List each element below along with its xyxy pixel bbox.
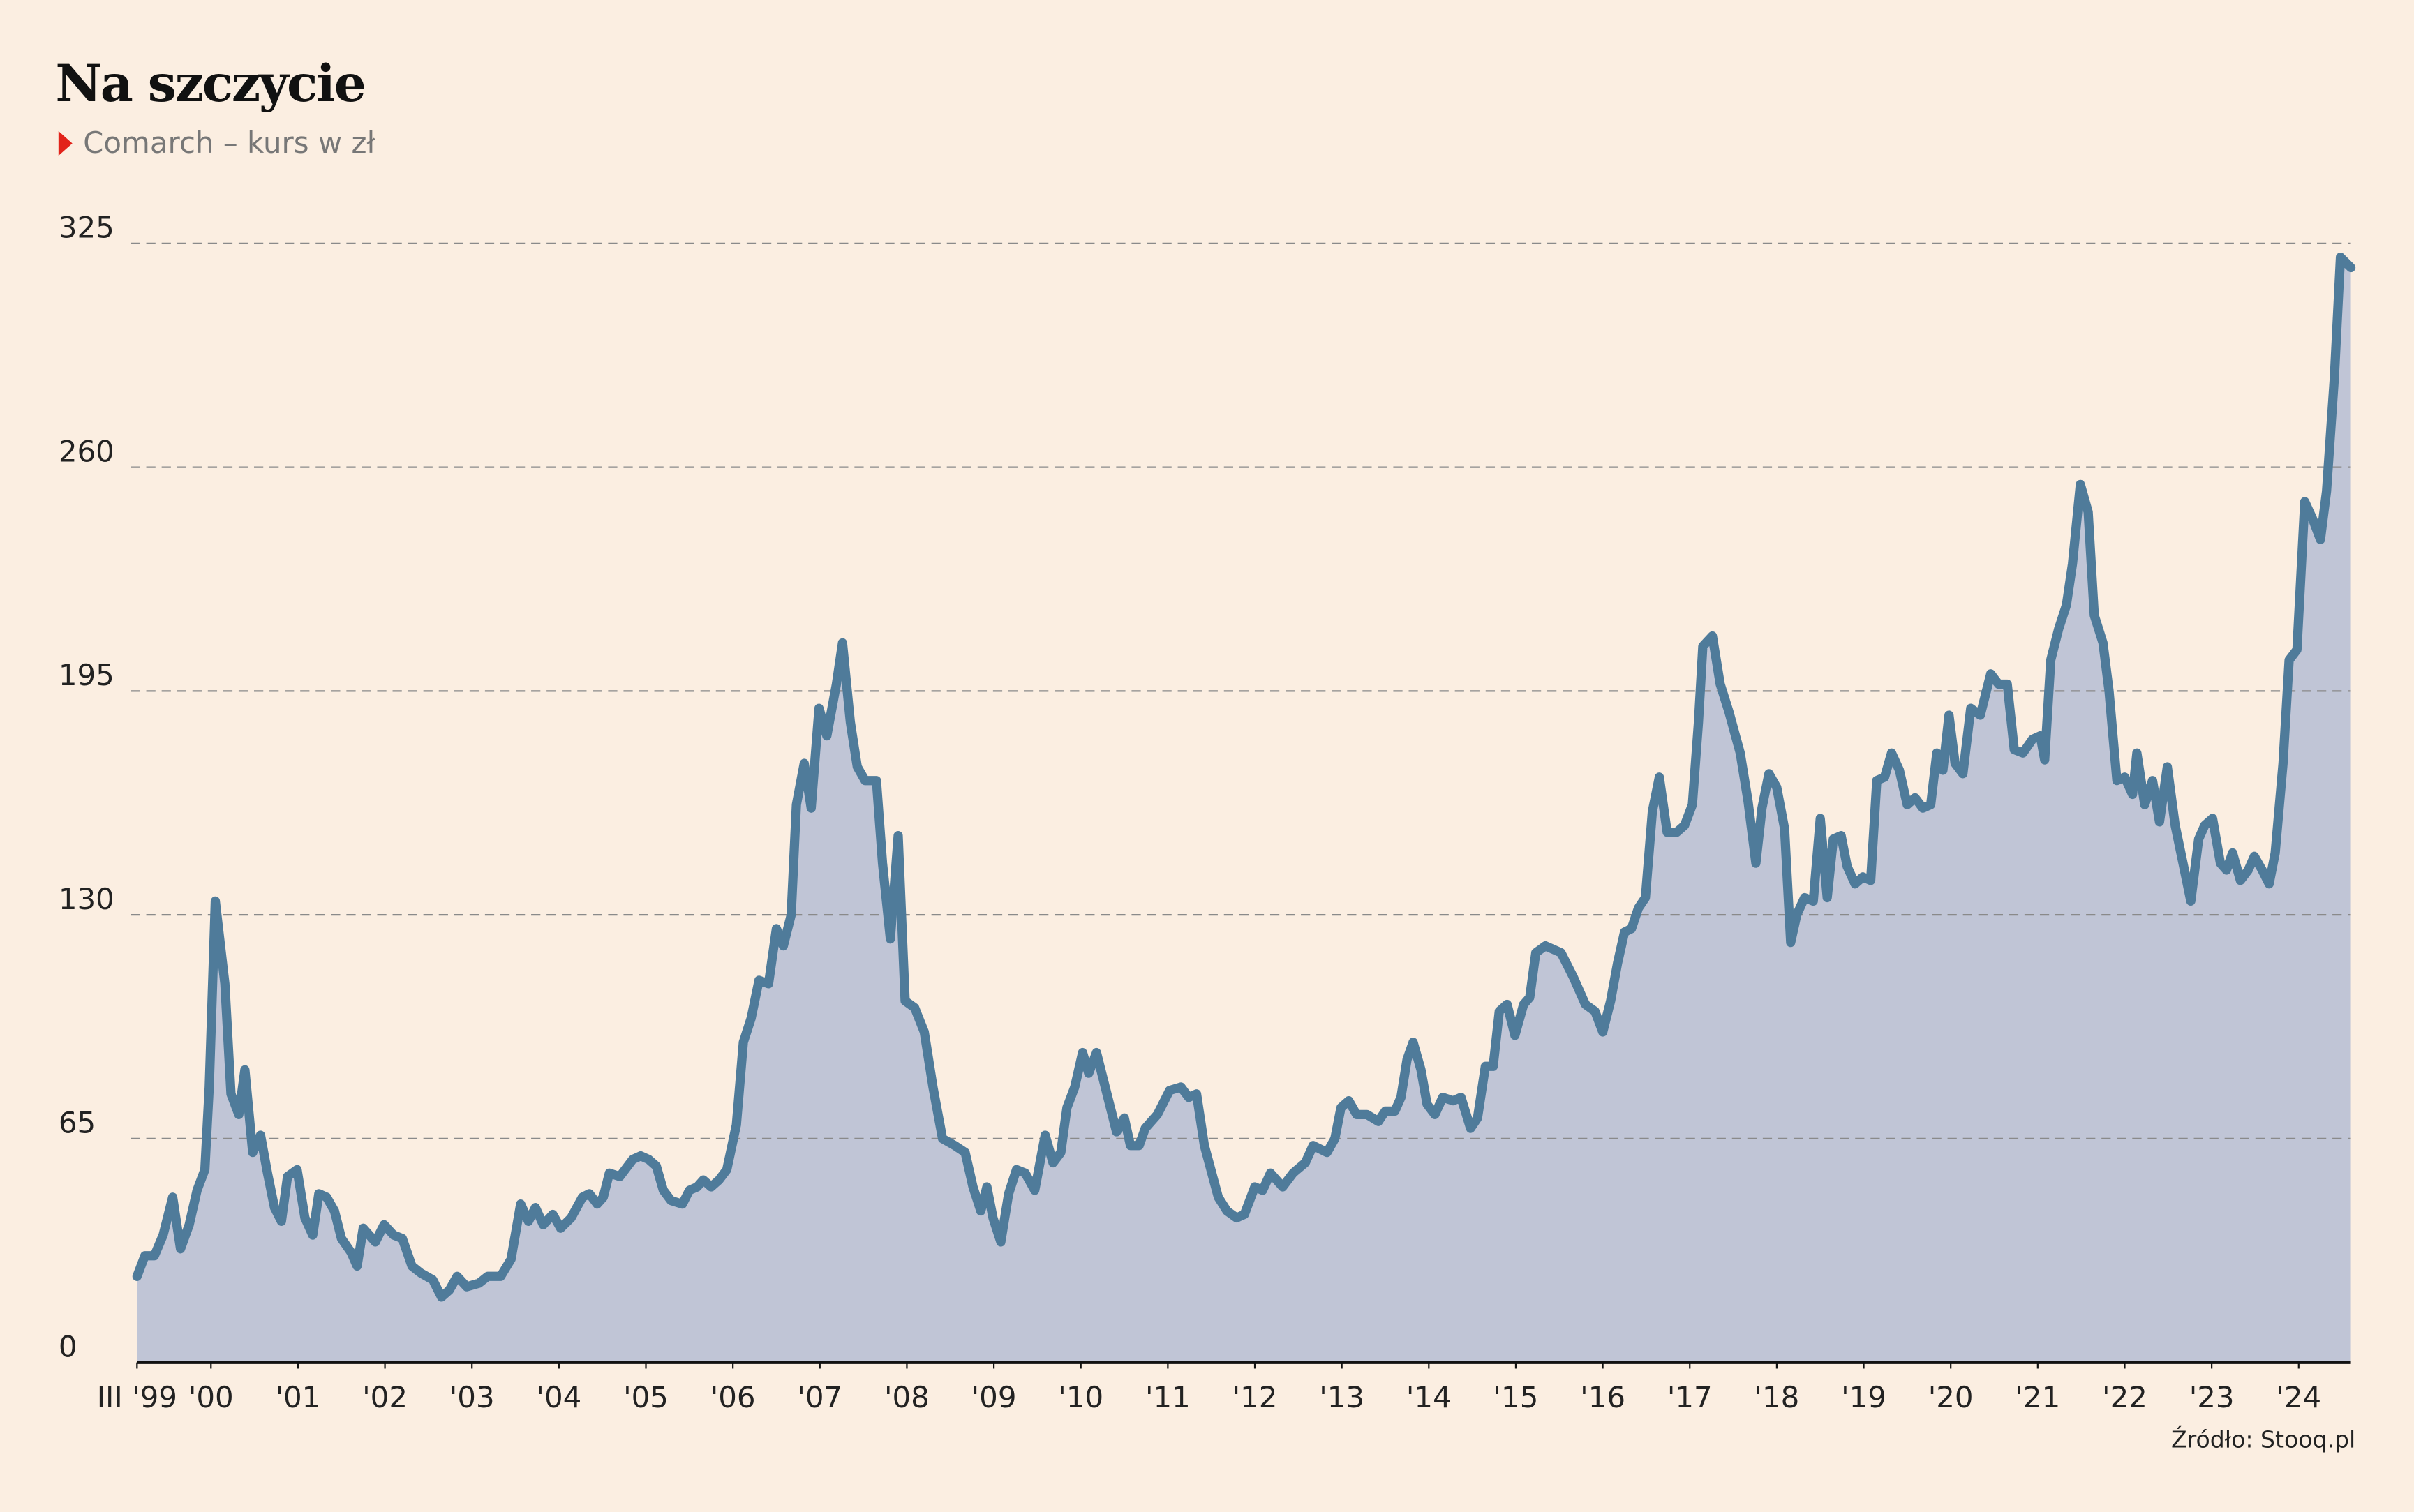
x-tick-label: '24 [2276, 1380, 2321, 1414]
x-tick-label: '06 [710, 1380, 756, 1414]
x-tick-label: '05 [623, 1380, 669, 1414]
x-tick-label: '11 [1145, 1380, 1191, 1414]
x-tick-label: '16 [1580, 1380, 1625, 1414]
x-tick-label: III '99 [97, 1380, 177, 1414]
subtitle-marker [58, 130, 73, 156]
source: Źródło: Stooq.pl [2171, 1425, 2355, 1453]
chart-subtitle: Comarch – kurs w zł [83, 126, 375, 160]
x-tick-label: '09 [971, 1380, 1017, 1414]
area [137, 257, 2351, 1363]
y-tick-label: 325 [59, 211, 114, 245]
y-tick-label: 65 [59, 1106, 96, 1140]
x-tick-label: '14 [1406, 1380, 1452, 1414]
y-tick-label: 195 [59, 658, 114, 692]
x-tick-label: '21 [2015, 1380, 2060, 1414]
x-tick-label: '13 [1319, 1380, 1364, 1414]
x-tick-label: '07 [797, 1380, 842, 1414]
x-tick-label: '02 [362, 1380, 408, 1414]
x-tick-label: '12 [1232, 1380, 1278, 1414]
x-tick-label: '22 [2102, 1380, 2147, 1414]
x-tick-label: '08 [884, 1380, 930, 1414]
x-tick-label: '23 [2189, 1380, 2235, 1414]
chart-title: Na szczycie [55, 54, 364, 114]
line [132, 253, 2356, 1302]
x-tick-label: '15 [1493, 1380, 1539, 1414]
x-tick-label: '19 [1841, 1380, 1886, 1414]
y-tick-label: 130 [59, 882, 114, 916]
x-tick-label: '20 [1928, 1380, 1974, 1414]
x-tick-label: '04 [536, 1380, 581, 1414]
x-tick-label: '18 [1754, 1380, 1799, 1414]
x-tick-label: '10 [1058, 1380, 1103, 1414]
x-tick-label: '17 [1667, 1380, 1713, 1414]
x-tick-label: '01 [275, 1380, 320, 1414]
x-tick-label: '00 [188, 1380, 234, 1414]
x-tick-label: '03 [449, 1380, 495, 1414]
y-tick-label: 0 [59, 1329, 77, 1363]
y-tick-label: 260 [59, 434, 114, 468]
